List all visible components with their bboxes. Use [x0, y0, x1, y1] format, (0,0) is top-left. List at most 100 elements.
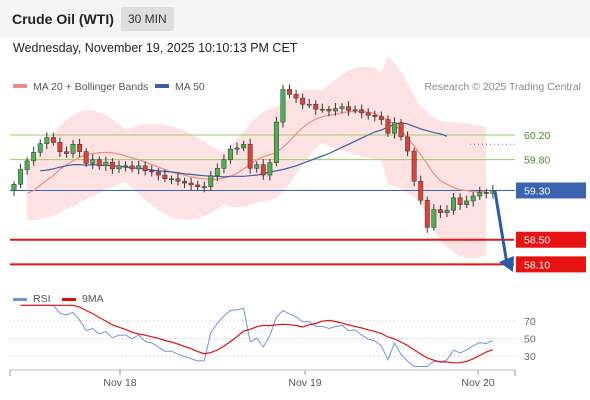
candle-body	[228, 148, 233, 160]
candle-body	[457, 197, 463, 205]
rsi-ma-line	[20, 304, 494, 364]
forecast-arrow-head	[499, 256, 514, 272]
candle-body	[326, 108, 332, 112]
candle-body	[201, 186, 207, 189]
level-label-58.10: 58.10	[524, 259, 550, 271]
candle-body	[57, 142, 63, 152]
candle-body	[129, 165, 135, 170]
chart-header: Crude Oil (WTI) 30 MIN	[0, 0, 590, 38]
candle-body	[385, 119, 391, 134]
level-badge-58.10	[516, 256, 586, 273]
level-badge-59.30	[516, 182, 586, 199]
x-tick-label: Nov 20	[461, 377, 494, 389]
candle-body	[96, 159, 102, 167]
level-label-59.30: 59.30	[524, 185, 550, 197]
candle-body	[359, 109, 365, 114]
candle-body	[142, 165, 148, 172]
bollinger-bands	[27, 56, 487, 259]
candle-body	[50, 137, 56, 143]
candle-body	[332, 108, 338, 112]
candle-body	[418, 180, 424, 201]
level-badge-58.50	[516, 231, 586, 248]
rsi-tick-70: 70	[524, 316, 536, 328]
level-label-58.50: 58.50	[524, 235, 550, 247]
candle-body	[280, 89, 286, 123]
forecast-arrow-shaft	[493, 190, 509, 265]
candle-body	[365, 112, 371, 116]
rsi-line	[20, 304, 494, 367]
candle-body	[83, 151, 89, 164]
candle-body	[319, 108, 325, 111]
rsi-tick-50: 50	[524, 334, 536, 346]
candle-body	[149, 170, 155, 173]
candle-body	[483, 192, 489, 194]
candle-body	[103, 161, 109, 167]
rsi-legend-swatch	[13, 298, 27, 301]
rsi-tick-30: 30	[524, 351, 536, 363]
candle-body	[424, 200, 430, 228]
candle-body	[24, 160, 30, 170]
candle-body	[477, 192, 483, 197]
candle-body	[431, 209, 437, 228]
candle-body	[77, 144, 83, 152]
candle-body	[208, 175, 214, 188]
candle-body	[182, 180, 188, 184]
candle-body	[437, 209, 443, 213]
candle-body	[175, 178, 181, 182]
candle-body	[221, 159, 227, 169]
candle-body	[451, 197, 456, 211]
ma50-legend-label: MA 50	[175, 81, 205, 93]
candle-body	[392, 122, 397, 134]
candle-body	[378, 116, 384, 120]
candle-body	[444, 209, 450, 213]
timestamp: Wednesday, November 19, 2025 10:10:13 PM…	[13, 41, 298, 55]
candle-body	[234, 147, 240, 150]
candle-body	[90, 159, 96, 164]
candle-body	[372, 115, 378, 117]
candle-body	[346, 106, 352, 111]
candle-body	[352, 109, 358, 112]
rsi-ma-legend-label: 9MA	[82, 293, 104, 305]
level-label-59.80: 59.80	[524, 155, 550, 167]
candle-body	[18, 169, 24, 185]
candle-body	[109, 161, 115, 170]
candle-body	[411, 150, 417, 182]
interval-button[interactable]: 30 MIN	[121, 7, 174, 31]
candle-body	[247, 144, 253, 169]
candle-body	[254, 164, 260, 169]
candle-body	[273, 121, 279, 163]
candle-body	[11, 184, 17, 191]
candle-body	[470, 195, 476, 202]
copyright: Research © 2025 Trading Central	[424, 81, 581, 93]
candle-body	[214, 168, 220, 176]
ma20-legend-label: MA 20 + Bollinger Bands	[33, 81, 148, 93]
candle-body	[136, 165, 142, 170]
candle-body	[188, 182, 194, 186]
rsi-ma-legend-swatch	[62, 298, 76, 301]
candle-body	[260, 164, 266, 176]
candle-body	[287, 89, 292, 95]
candle-body	[339, 106, 345, 109]
candle-body	[313, 103, 319, 110]
candle-body	[168, 178, 174, 181]
candle-body	[64, 151, 69, 154]
candle-body	[398, 122, 404, 138]
candle-body	[306, 103, 312, 106]
candle-body	[241, 144, 247, 149]
candle-body	[162, 174, 168, 180]
x-tick-label: Nov 18	[103, 377, 136, 389]
candle-body	[405, 136, 411, 152]
instrument-title: Crude Oil (WTI)	[12, 11, 114, 27]
candle-body	[37, 143, 43, 153]
candle-body	[155, 171, 161, 176]
candle-body	[116, 165, 122, 170]
candle-body	[123, 165, 128, 168]
ma50-legend-swatch	[155, 84, 169, 88]
candle-body	[267, 162, 273, 176]
candle-body	[195, 184, 201, 188]
candle-body	[464, 200, 470, 205]
candle-body	[31, 152, 37, 162]
ma20-legend-swatch	[13, 84, 27, 88]
level-label-60.20: 60.20	[524, 130, 550, 142]
